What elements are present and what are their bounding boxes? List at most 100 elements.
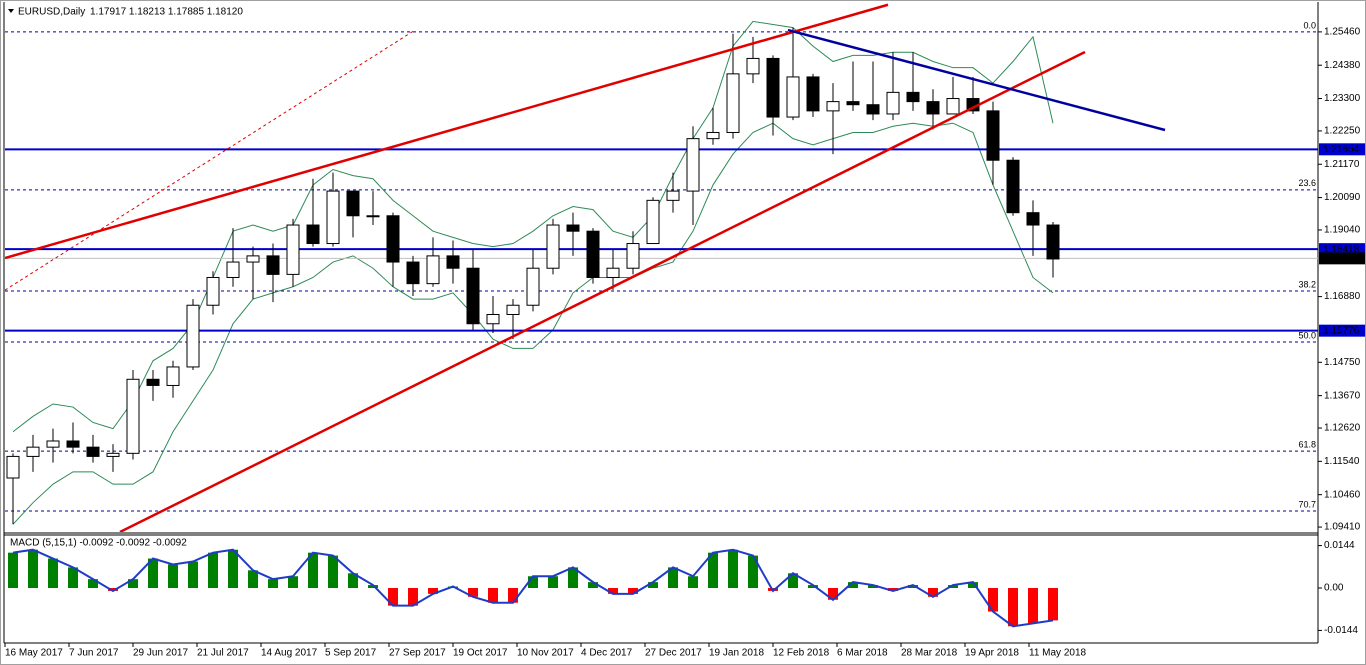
candle-body bbox=[986, 110, 1000, 161]
macd-bar bbox=[848, 582, 858, 588]
quote: 1.17917 1.18213 1.17885 1.18120 bbox=[90, 7, 243, 18]
fib-label: 38.2 bbox=[1298, 279, 1316, 289]
x-tick-label: 28 Mar 2018 bbox=[901, 648, 958, 659]
macd-bar bbox=[588, 582, 598, 588]
y-tick-label: 1.25460 bbox=[1324, 27, 1361, 38]
y-tick-label: 1.21170 bbox=[1324, 159, 1360, 170]
macd-label: MACD (5,15,1) -0.0092 -0.0092 -0.0092 bbox=[10, 538, 187, 549]
y-tick-label: -0.0144 bbox=[1324, 625, 1358, 636]
y-tick-label: 0.0144 bbox=[1324, 540, 1355, 551]
x-tick-label: 29 Jun 2017 bbox=[133, 648, 188, 659]
macd-bar bbox=[248, 570, 258, 588]
plot-area bbox=[5, 3, 1318, 532]
candle-body bbox=[226, 261, 240, 278]
macd-bar bbox=[168, 564, 178, 588]
macd-bar bbox=[228, 549, 238, 588]
macd-bar bbox=[328, 555, 338, 588]
candle-body bbox=[786, 76, 800, 118]
x-tick-label: 19 Oct 2017 bbox=[453, 648, 508, 659]
macd-bar bbox=[528, 576, 538, 588]
trend-line bbox=[119, 50, 1086, 532]
macd-bar bbox=[48, 558, 58, 588]
candle-body bbox=[886, 91, 900, 115]
candle-body bbox=[926, 101, 940, 115]
x-tick-label: 4 Dec 2017 bbox=[581, 648, 633, 659]
macd-bar bbox=[468, 588, 478, 597]
candle-body bbox=[666, 190, 680, 201]
macd-bar bbox=[568, 567, 578, 588]
candle-body bbox=[166, 366, 180, 386]
macd-bar bbox=[128, 579, 138, 588]
candle-body bbox=[1046, 224, 1060, 260]
bid-price: 1.18120 bbox=[1323, 253, 1360, 264]
candle-body bbox=[846, 101, 860, 106]
candle-body bbox=[466, 267, 480, 325]
macd-bar bbox=[608, 588, 618, 594]
macd-bar bbox=[648, 582, 658, 588]
macd-bar bbox=[748, 555, 758, 588]
macd-bar bbox=[688, 576, 698, 588]
y-tick-label: 1.13670 bbox=[1324, 390, 1361, 401]
y-tick-label: 1.20090 bbox=[1324, 192, 1361, 203]
macd-bar bbox=[708, 552, 718, 588]
candle-body bbox=[746, 57, 760, 75]
x-tick-label: 14 Aug 2017 bbox=[261, 648, 318, 659]
macd-bar bbox=[928, 588, 938, 597]
macd-bar bbox=[28, 549, 38, 588]
y-tick-label: 1.16880 bbox=[1324, 291, 1361, 302]
fib-label: 61.8 bbox=[1298, 440, 1316, 450]
candle-body bbox=[246, 255, 260, 263]
x-tick-label: 10 Nov 2017 bbox=[517, 648, 574, 659]
candle-body bbox=[446, 255, 460, 269]
macd-bar bbox=[488, 588, 498, 603]
candle-body bbox=[146, 378, 160, 386]
candle-body bbox=[346, 190, 360, 217]
macd-bar bbox=[988, 588, 998, 612]
y-tick-label: 1.22250 bbox=[1324, 126, 1361, 137]
macd-bar bbox=[968, 582, 978, 588]
macd-bar bbox=[408, 588, 418, 606]
candle-body bbox=[86, 446, 100, 457]
candle-body bbox=[766, 57, 780, 118]
trend-line bbox=[787, 28, 1166, 132]
menu-arrow[interactable] bbox=[8, 9, 14, 13]
candle-body bbox=[186, 304, 200, 368]
trend-line bbox=[5, 3, 889, 260]
y-tick-label: 1.19040 bbox=[1324, 225, 1361, 236]
candle-body bbox=[406, 261, 420, 285]
candle-body bbox=[806, 76, 820, 112]
x-tick-label: 21 Jul 2017 bbox=[197, 648, 249, 659]
trend-line bbox=[5, 29, 416, 291]
macd-bar bbox=[368, 585, 378, 588]
macd-bar bbox=[888, 588, 898, 591]
candle-body bbox=[506, 304, 520, 315]
symbol: EURUSD,Daily bbox=[18, 7, 85, 18]
macd-bar bbox=[548, 576, 558, 588]
macd-bar bbox=[628, 588, 638, 594]
y-tick-label: 1.24380 bbox=[1324, 60, 1361, 71]
candle-body bbox=[686, 138, 700, 192]
macd-bar bbox=[1048, 588, 1058, 621]
candle-body bbox=[306, 224, 320, 245]
candle-body bbox=[6, 455, 20, 479]
macd-bar bbox=[88, 579, 98, 588]
x-tick-label: 27 Dec 2017 bbox=[645, 648, 702, 659]
level-price: 1.21654 bbox=[1323, 144, 1360, 155]
candle-body bbox=[486, 313, 500, 325]
y-tick-label: 0.00 bbox=[1324, 583, 1344, 594]
x-tick-label: 19 Apr 2018 bbox=[965, 648, 1019, 659]
x-tick-label: 12 Feb 2018 bbox=[773, 648, 830, 659]
y-tick-label: 1.09410 bbox=[1324, 522, 1361, 533]
candle-body bbox=[286, 224, 300, 275]
candle-body bbox=[1026, 212, 1040, 226]
candle-body bbox=[726, 73, 740, 133]
macd-bar bbox=[788, 573, 798, 588]
macd-bar bbox=[948, 585, 958, 588]
y-tick-label: 1.12620 bbox=[1324, 423, 1361, 434]
candle-body bbox=[906, 91, 920, 103]
fib-label: 50.0 bbox=[1298, 330, 1316, 340]
macd-bar bbox=[1028, 588, 1038, 624]
macd-area bbox=[8, 548, 1058, 628]
macd-bar bbox=[148, 558, 158, 588]
